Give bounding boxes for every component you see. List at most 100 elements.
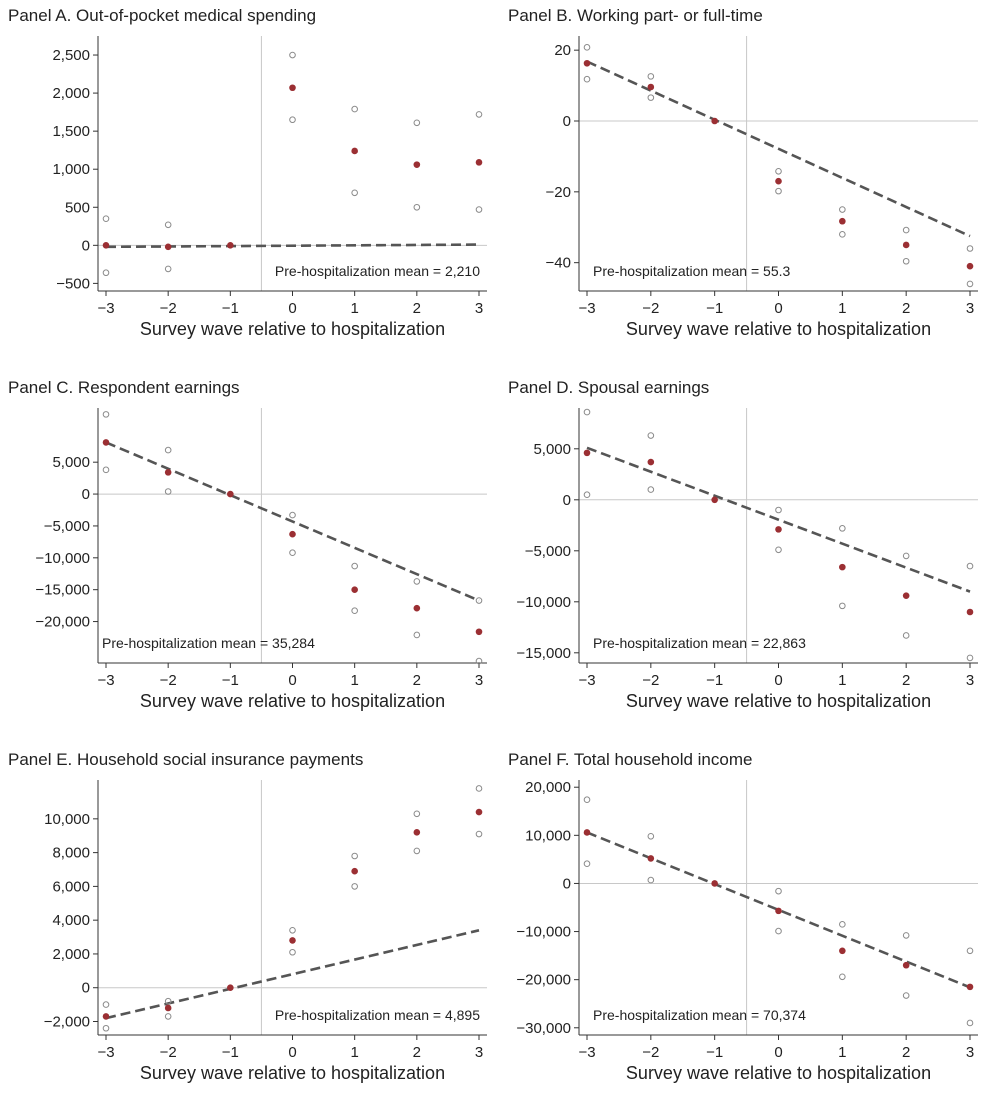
panel-f-estimate-point [839, 947, 846, 955]
panel-b-estimate-point [902, 241, 910, 249]
panel-f-x-tick-label: 1 [838, 1044, 846, 1061]
panel-b-y-tick-label: −40 [546, 255, 571, 272]
panel-f-chart: −30,000 −20,000 −10,000 0 10,000 20,000 −3 −2 −1… [516, 779, 978, 1083]
panel-d-x-tick-label: 0 [774, 672, 782, 689]
panel-b-ci-point [966, 280, 974, 288]
panel-d-estimate-point [775, 526, 782, 533]
panel-c-x-tick-label: 2 [413, 672, 421, 689]
panel-a-x-tick-label: 1 [350, 300, 358, 317]
panel-c-x-axis-label: Survey wave relative to hospitalization [140, 691, 445, 711]
panel-a-y-tick-label: 0 [82, 237, 90, 254]
panel-d-ci-point [902, 552, 910, 560]
panel-d-x-tick-label: −1 [706, 672, 723, 689]
panel-a-x-axis-label: Survey wave relative to hospitalization [140, 319, 445, 339]
panel-e-x-tick-label: −3 [97, 1044, 114, 1061]
panel-c-y-tick-label: −5,000 [44, 518, 90, 535]
panel-c-ci-point [164, 488, 172, 495]
panel-e-ci-point [413, 810, 421, 818]
panel-e-ci-point [289, 948, 296, 956]
panel-f-ci-point [775, 887, 782, 895]
panel-a-ci-point [475, 206, 483, 213]
panel-d-estimate-point [902, 592, 910, 599]
panel-f-ci-point [647, 832, 655, 840]
panel-d-trend-line [586, 446, 971, 593]
panel-d-estimate-point [583, 449, 591, 457]
panel-d-ci-point [775, 506, 782, 514]
panel-d-x-tick-label: 1 [838, 672, 846, 689]
panel-f-y-tick-label: −20,000 [516, 972, 571, 989]
panel-d-y-tick-label: −5,000 [525, 543, 571, 560]
panel-c-ci-point [289, 549, 296, 557]
panel-b-annotation: Pre-hospitalization mean = 55.3 [593, 263, 790, 279]
panel-e-x-tick-label: 0 [288, 1044, 296, 1061]
panel-e-ci-point [351, 852, 358, 860]
panel-e-estimate-point [164, 1004, 172, 1012]
panel-c-estimate-point [102, 439, 110, 446]
panel-b-x-tick-label: −2 [642, 300, 659, 317]
panel-f-ci-point [583, 860, 591, 868]
panel-d-x-tick-label: 2 [902, 672, 910, 689]
panel-d-x-axis-label: Survey wave relative to hospitalization [626, 691, 931, 711]
panel-c-y-tick-label: 5,000 [52, 454, 90, 471]
panel-b-chart: −40 −20 0 20 −3 −2 −1 0 1 2 3 Survey wave relative … [546, 36, 978, 339]
panel-c-estimate-point [164, 469, 172, 476]
panel-d-estimate-point [839, 563, 846, 571]
panel-b-ci-point [583, 75, 591, 83]
panel-a-ci-point [102, 269, 110, 277]
panel-e-ci-point [164, 997, 172, 1005]
panel-e-estimate-point [351, 867, 358, 875]
panel-c-ci-point [351, 607, 358, 615]
panel-b-ci-point [902, 226, 910, 234]
panel-c-y-tick-label: −10,000 [35, 550, 90, 567]
panel-e-x-tick-label: 3 [475, 1044, 483, 1061]
panel-c-trend-line [105, 441, 480, 602]
panel-b-trend-line [586, 60, 971, 238]
panel-c-x-tick-label: −3 [97, 672, 114, 689]
panel-a-ci-point [102, 215, 110, 222]
panel-f-ci-point [583, 796, 591, 804]
panel-a-x-tick-label: 2 [413, 300, 421, 317]
panel-a-x-tick-label: 0 [288, 300, 296, 317]
panel-c-ci-point [475, 597, 483, 604]
panel-c-x-tick-label: −1 [222, 672, 239, 689]
panel-b-ci-point [839, 206, 846, 213]
panel-b-estimate-point [583, 59, 591, 67]
panel-c-annotation: Pre-hospitalization mean = 35,284 [102, 635, 315, 651]
panel-d-estimate-point [711, 496, 718, 504]
panel-a-y-tick-label: −500 [56, 275, 90, 292]
panel-a-ci-point [351, 189, 358, 197]
panel-e-y-tick-label: 4,000 [52, 912, 90, 929]
panel-a-ci-point [164, 265, 172, 273]
panel-e-ci-point [289, 926, 296, 934]
panel-b-x-tick-label: 3 [966, 300, 974, 317]
panel-f-x-axis-label: Survey wave relative to hospitalization [626, 1063, 931, 1083]
panel-e-ci-point [475, 830, 483, 838]
panel-f-title: Panel F. Total household income [508, 750, 753, 769]
panel-c-ci-point [102, 411, 110, 418]
panel-f-ci-point [839, 973, 846, 981]
panel-a-ci-point [164, 221, 172, 229]
panel-d-ci-point [647, 432, 655, 439]
panel-a-estimate-point [164, 243, 172, 251]
panel-e-x-tick-label: −1 [222, 1044, 239, 1061]
panel-e-estimate-point [227, 984, 234, 992]
panel-d-x-tick-label: −3 [578, 672, 595, 689]
panel-a-y-tick-label: 2,000 [52, 85, 90, 102]
panel-e-y-tick-label: 8,000 [52, 845, 90, 862]
panel-e-y-tick-label: 0 [82, 980, 90, 997]
panel-e-ci-point [102, 1001, 110, 1008]
panel-c-ci-point [475, 657, 483, 665]
panel-c-estimate-point [351, 586, 358, 593]
panel-f-ci-point [775, 927, 782, 935]
panel-d-ci-point [839, 602, 846, 610]
panel-f-y-tick-label: 10,000 [525, 827, 571, 844]
panel-d-annotation: Pre-hospitalization mean = 22,863 [593, 635, 806, 651]
panel-a-estimate-point [413, 161, 421, 168]
panel-b-estimate-point [711, 117, 718, 125]
panel-e-ci-point [475, 785, 483, 792]
panel-f-x-tick-label: −2 [642, 1044, 659, 1061]
panel-d-ci-point [839, 525, 846, 532]
panel-a-ci-point [351, 105, 358, 113]
panel-b-ci-point [647, 73, 655, 80]
panel-b-x-tick-label: −1 [706, 300, 723, 317]
